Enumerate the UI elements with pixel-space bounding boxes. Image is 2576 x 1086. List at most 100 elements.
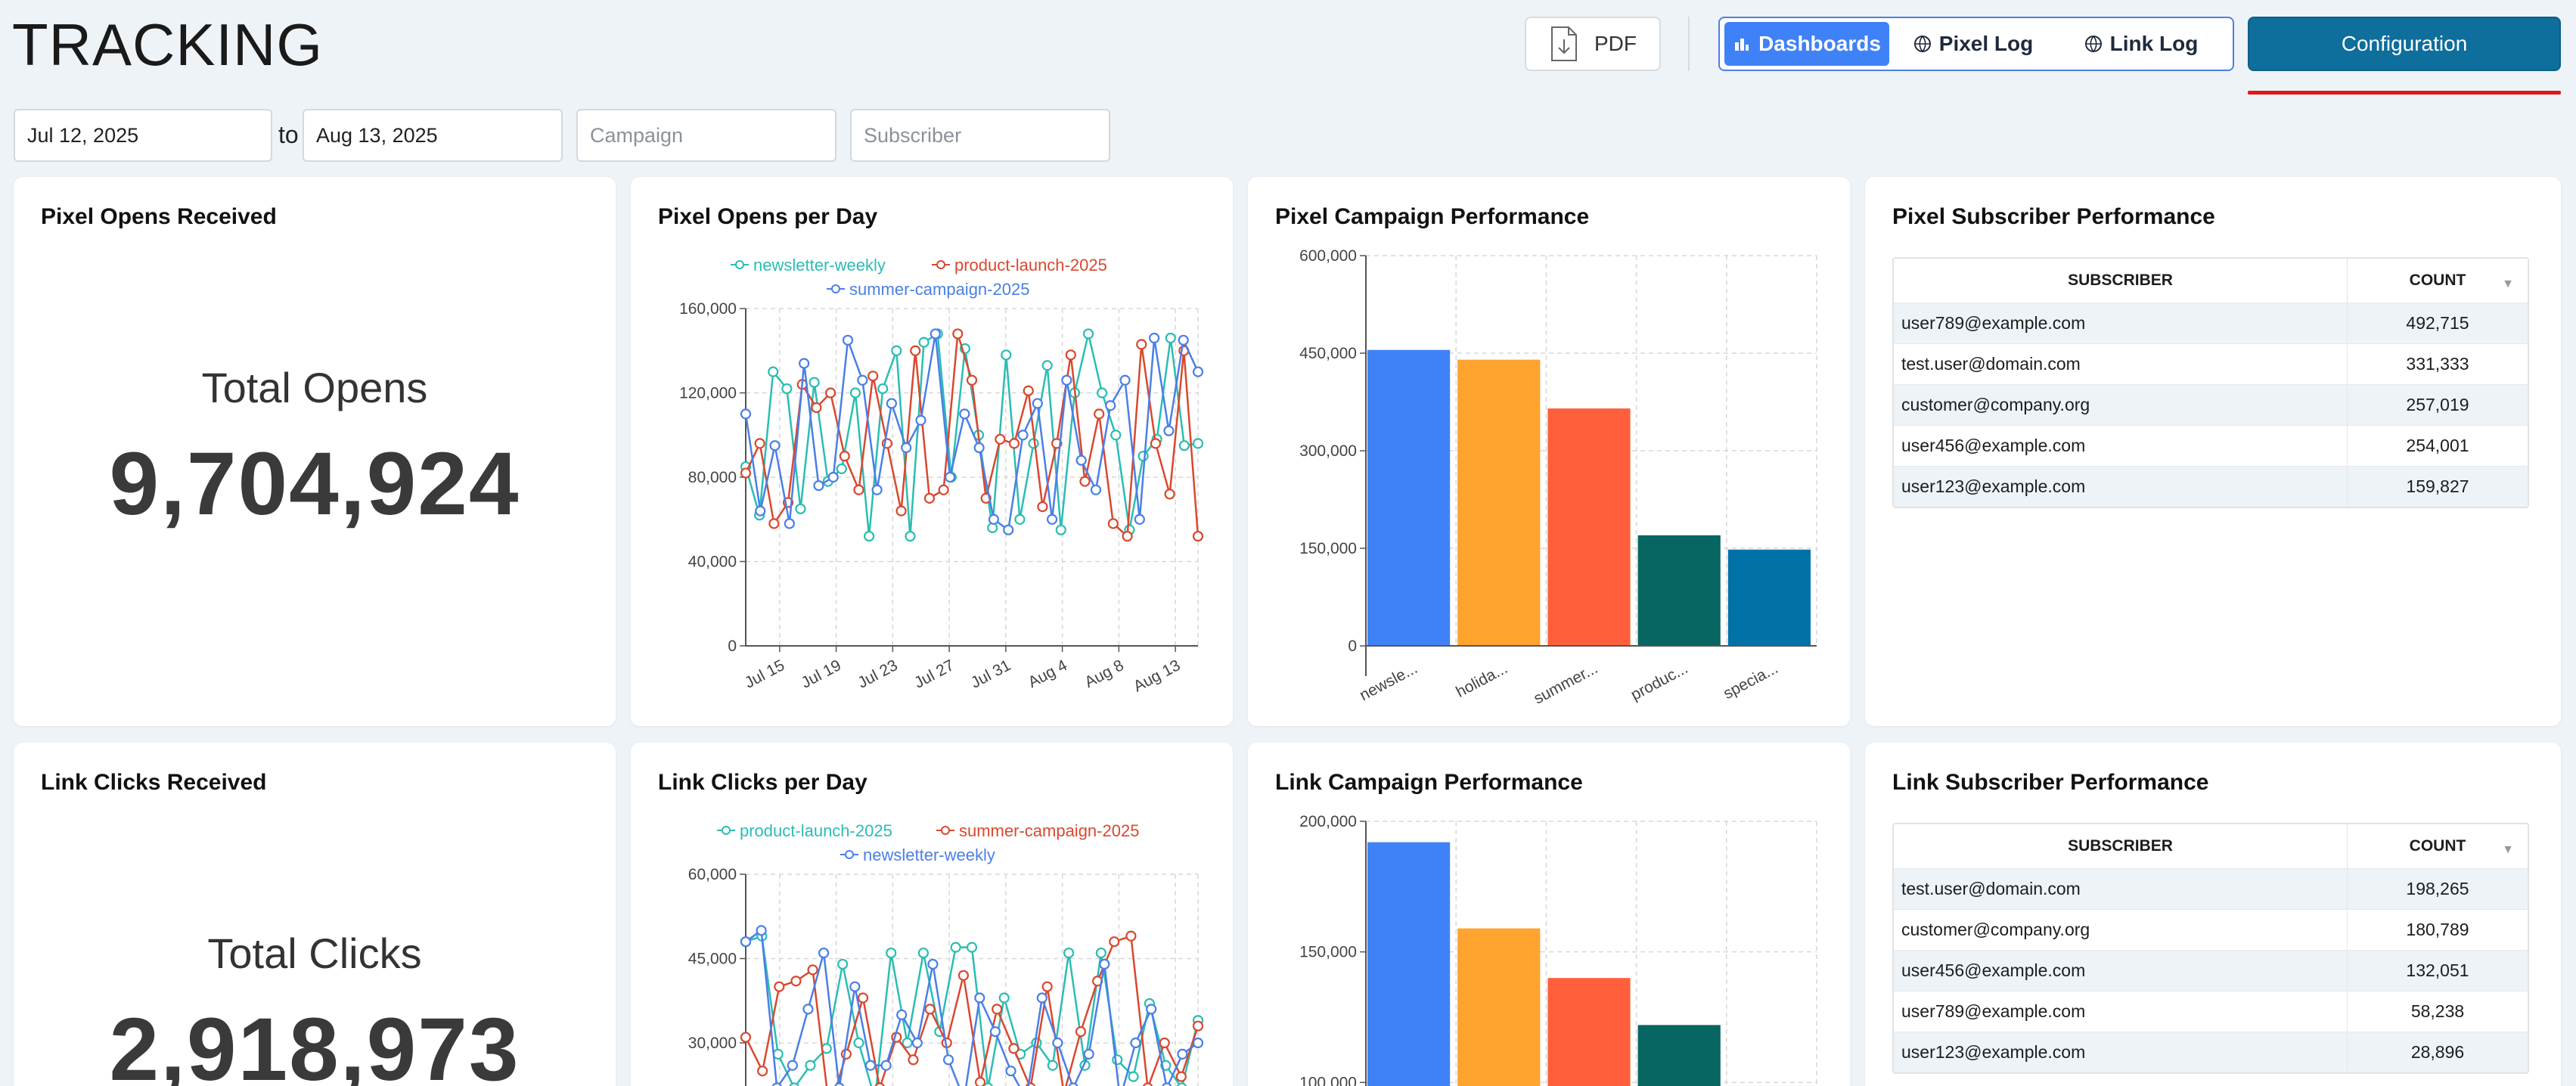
count-cell: 254,001 (2406, 436, 2469, 455)
card-title: Link Subscriber Performance (1892, 770, 2209, 795)
card-title: Pixel Campaign Performance (1275, 204, 1590, 229)
data-point (927, 958, 939, 970)
view-switcher: Dashboards Pixel Log Link Log (1718, 17, 2234, 71)
data-point (1097, 387, 1108, 399)
data-point (1136, 339, 1147, 350)
data-point (1192, 1020, 1204, 1032)
count-cell: 28,896 (2410, 1042, 2465, 1062)
data-point (1109, 936, 1120, 948)
y-tick-label: 30,000 (688, 1035, 737, 1052)
tab-pixel-log[interactable]: Pixel Log (1889, 22, 2057, 66)
card-title: Pixel Subscriber Performance (1892, 204, 2215, 229)
data-point (1037, 501, 1048, 513)
data-point (1112, 1054, 1123, 1066)
y-tick-label: 60,000 (688, 866, 737, 883)
campaign-filter-input[interactable]: Campaign (576, 109, 836, 162)
x-tick-label: Jul 19 (799, 656, 844, 692)
data-point (973, 442, 985, 454)
data-point (924, 1004, 936, 1015)
data-point (989, 1026, 1001, 1038)
table-row: customer@company.org 180,789 (1894, 909, 2528, 950)
date-from-input[interactable]: Jul 12, 2025 (14, 109, 272, 162)
bar-chart-icon (1735, 39, 1749, 51)
data-point (891, 345, 902, 356)
table-row: user789@example.com 492,715 (1894, 303, 2528, 343)
y-tick-label: 200,000 (1299, 813, 1357, 830)
link-clicks-per-day-card: Link Clicks per Day product-launch-2025 s… (631, 743, 1233, 1086)
data-point (771, 1082, 782, 1086)
y-tick-label: 0 (1348, 638, 1357, 655)
tab-dashboards[interactable]: Dashboards (1724, 22, 1889, 66)
data-point (1150, 438, 1162, 449)
data-point (863, 530, 875, 542)
tab-link-log[interactable]: Link Log (2057, 22, 2225, 66)
data-point (1165, 332, 1176, 344)
tab-pixel-log-label: Pixel Log (1938, 32, 2034, 55)
table-row: test.user@domain.com 198,265 (1894, 868, 2528, 909)
subscriber-cell: user456@example.com (1894, 426, 2348, 466)
count-column-header[interactable]: COUNT ▼ (2409, 837, 2514, 856)
data-point (1068, 1082, 1079, 1086)
x-tick-label: summer... (1531, 659, 1600, 708)
table-row: user456@example.com 132,051 (1894, 950, 2528, 991)
data-point (1175, 1071, 1187, 1082)
subscriber-column-header[interactable]: SUBSCRIBER (1894, 259, 2348, 303)
count-column-header[interactable]: COUNT ▼ (2409, 272, 2514, 290)
x-tick-label: produc... (1628, 659, 1691, 704)
subscriber-cell: user123@example.com (1894, 1032, 2348, 1072)
y-tick-label: 300,000 (1299, 442, 1357, 460)
data-point (1046, 514, 1058, 525)
data-point (988, 514, 1000, 525)
data-point (959, 408, 970, 420)
data-point (1079, 476, 1091, 487)
data-point (813, 480, 824, 492)
data-point (1032, 398, 1043, 409)
data-point (944, 471, 956, 483)
subscriber-cell: user789@example.com (1894, 991, 2348, 1032)
card-title: Link Clicks per Day (658, 770, 867, 795)
count-cell: 198,265 (2406, 879, 2469, 898)
x-tick-label: Aug 13 (1131, 656, 1184, 696)
data-point (811, 402, 822, 414)
data-point (1075, 1026, 1087, 1038)
data-point (740, 1032, 752, 1043)
data-point (857, 374, 868, 386)
data-point (789, 1082, 799, 1086)
data-point (1149, 332, 1160, 344)
date-to-input[interactable]: Aug 13, 2025 (303, 109, 563, 162)
subscriber-column-header[interactable]: SUBSCRIBER (1894, 824, 2348, 868)
data-point (1023, 385, 1034, 396)
data-point (740, 467, 752, 479)
data-point (992, 1004, 1003, 1015)
subscriber-filter-input[interactable]: Subscriber (850, 109, 1110, 162)
table-header: SUBSCRIBER COUNT ▼ (1894, 259, 2528, 303)
data-point (790, 976, 802, 987)
data-point (818, 947, 830, 959)
table-header: SUBSCRIBER COUNT ▼ (1894, 824, 2528, 868)
data-point (805, 1060, 816, 1071)
legend-marker (831, 284, 840, 293)
data-point (1163, 425, 1175, 436)
bar (1367, 842, 1451, 1086)
data-point (950, 942, 961, 953)
configuration-button[interactable]: Configuration (2248, 17, 2561, 71)
data-point (787, 1060, 798, 1071)
series-line (745, 929, 1199, 1086)
data-point (995, 433, 1006, 445)
data-point (1005, 1066, 1016, 1077)
x-tick-label: holida... (1453, 659, 1510, 701)
data-point (857, 992, 869, 1004)
data-point (1003, 524, 1014, 535)
pdf-export-button[interactable]: PDF (1525, 17, 1661, 71)
x-tick-label: Jul 15 (742, 656, 787, 692)
data-point (772, 1048, 784, 1060)
data-point (1119, 374, 1131, 386)
count-cell: 257,019 (2406, 395, 2469, 414)
sort-desc-icon[interactable]: ▼ (2502, 843, 2514, 856)
data-point (756, 925, 767, 936)
data-point (795, 503, 806, 514)
data-point (1061, 374, 1072, 386)
sort-desc-icon[interactable]: ▼ (2502, 278, 2514, 290)
data-point (1192, 1037, 1204, 1049)
total-clicks-value: 2,918,973 (109, 1000, 520, 1086)
